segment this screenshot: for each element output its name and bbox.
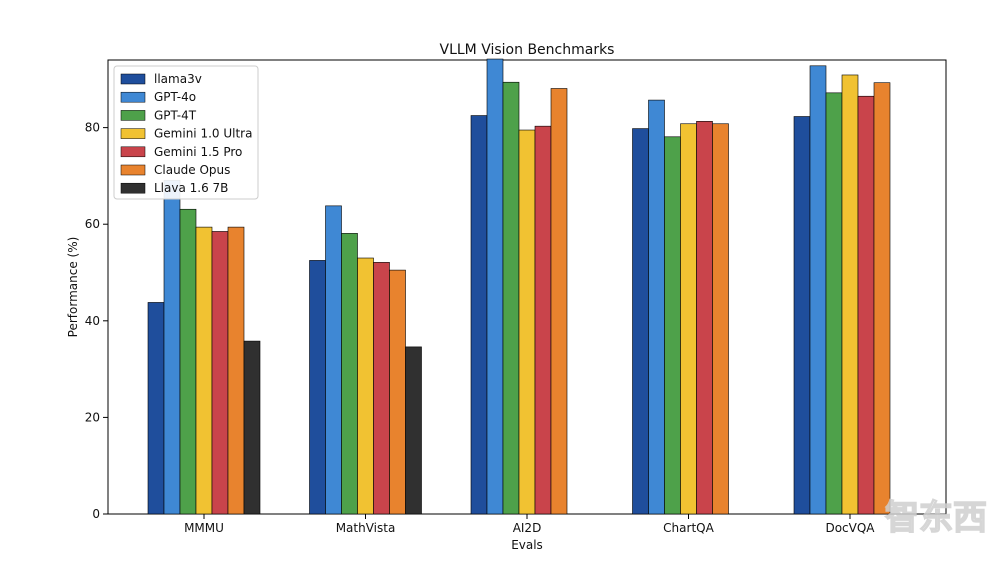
bar-mmmu-claude-opus (227, 226, 245, 515)
chart-title: VLLM Vision Benchmarks (440, 42, 615, 58)
x-tick-label: DocVQA (825, 521, 875, 535)
x-tick-label: ChartQA (663, 521, 714, 535)
bar-chartqa-claude-opus (712, 123, 729, 515)
y-axis: 0 20 40 60 80 (85, 121, 108, 521)
bar-mathvista-gemini-1-0-ultra (357, 257, 374, 515)
bar-mathvista-gemini-1-5-pro (373, 262, 390, 515)
x-tick-label: AI2D (513, 521, 542, 535)
bar-mmmu-llava-1-6-7b (243, 340, 261, 515)
legend-swatch (120, 110, 146, 121)
y-tick-label: 80 (85, 121, 100, 135)
x-axis-label: Evals (511, 538, 543, 552)
x-axis: MMMU MathVista AI2D ChartQA DocVQA (184, 514, 875, 535)
bar-ai2d-gemini-1-0-ultra (518, 129, 536, 515)
bar-docvqa-claude-opus (873, 82, 891, 515)
legend-swatch (120, 182, 146, 194)
bar-docvqa-gemini-1-5-pro (857, 95, 875, 515)
bar-mathvista-llama3v (309, 260, 326, 515)
legend: llama3v GPT-4o GPT-4T Gemini 1.0 Ultra Gemin… (113, 65, 259, 200)
legend-label: GPT-4o (154, 90, 196, 104)
bar-docvqa-gpt-4o (809, 65, 827, 515)
legend-swatch (120, 146, 146, 158)
bar-chartqa-gemini-1-0-ultra (680, 123, 697, 515)
bar-docvqa-gemini-1-0-ultra (841, 74, 859, 515)
legend-label: Claude Opus (154, 163, 230, 177)
legend-swatch (120, 91, 146, 103)
y-tick-label: 60 (85, 217, 100, 231)
bar-chartqa-gemini-1-5-pro (696, 121, 713, 515)
bar-ai2d-gpt-4t (502, 81, 520, 515)
bar-mmmu-gpt-4t (179, 208, 197, 515)
bar-ai2d-gemini-1-5-pro (534, 125, 552, 515)
legend-label: Gemini 1.5 Pro (154, 145, 242, 159)
bar-chartqa-llama3v (632, 128, 649, 515)
y-tick-label: 20 (85, 410, 100, 424)
legend-label: Gemini 1.0 Ultra (154, 127, 252, 141)
watermark-logo-text: 智东西 (885, 498, 987, 538)
bar-docvqa-gpt-4t (825, 92, 843, 515)
bar-chartqa-gpt-4t (664, 136, 681, 515)
bar-mathvista-claude-opus (389, 269, 406, 515)
legend-swatch (120, 73, 146, 85)
bar-ai2d-gpt-4o (486, 58, 504, 515)
bar-ai2d-claude-opus (550, 88, 568, 515)
bar-docvqa-llama3v (793, 116, 811, 515)
bar-mathvista-llava-1-6-7b (405, 346, 422, 515)
legend-label: llama3v (154, 72, 202, 86)
x-tick-label: MMMU (184, 521, 224, 535)
y-tick-label: 0 (92, 507, 100, 521)
legend-swatch (120, 164, 146, 176)
watermark: 智东西 (884, 497, 987, 538)
legend-label: Llava 1.6 7B (154, 181, 228, 195)
bar-mmmu-gpt-4o (163, 179, 181, 515)
bar-chartqa-gpt-4o (648, 99, 665, 515)
bar-mmmu-gemini-1-5-pro (211, 231, 229, 515)
legend-box (113, 65, 259, 200)
y-axis-label: Performance (%) (66, 237, 80, 338)
bar-ai2d-llama3v (470, 115, 488, 515)
bar-mmmu-llama3v (147, 302, 165, 515)
bar-mmmu-gemini-1-0-ultra (195, 226, 213, 515)
bar-mathvista-gpt-4o (325, 205, 342, 515)
bars-layer (147, 58, 891, 515)
legend-label: GPT-4T (154, 108, 197, 122)
bar-mathvista-gpt-4t (341, 233, 358, 515)
x-tick-label: MathVista (336, 521, 396, 535)
y-tick-label: 40 (85, 314, 100, 328)
legend-swatch (120, 128, 146, 139)
